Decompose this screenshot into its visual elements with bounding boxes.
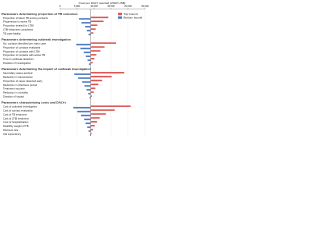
x-tick-label: 10,000	[90, 5, 98, 8]
bar	[90, 75, 112, 78]
y-tick-label: LTBI treatment completion	[3, 28, 34, 32]
bar	[90, 105, 131, 107]
y-tick-label: Disability weight of TB	[3, 124, 29, 128]
chart: Cost per DALY averted (2023 US$) 0 5,000 1…	[2, 1, 149, 137]
y-tick-label: Cost of LTBI treatment	[3, 116, 29, 120]
y-tick-label: Cost of contact evaluation	[3, 109, 33, 113]
bar	[90, 46, 105, 48]
bar	[83, 51, 91, 54]
y-tick-label: Discount rate	[3, 128, 19, 132]
bar	[87, 59, 91, 61]
y-tick-label: TB case fatality	[3, 31, 21, 35]
bar	[88, 33, 91, 36]
bar	[82, 81, 91, 83]
bar	[79, 18, 91, 20]
y-tick-label: Reduction in mortality	[3, 91, 29, 95]
group-title: Parameters characterizing costs and DALY…	[2, 101, 67, 105]
bar	[85, 55, 91, 58]
bar	[77, 110, 91, 113]
bar	[90, 32, 94, 34]
legend-label: Bottom bound	[124, 15, 143, 19]
bar	[90, 50, 101, 52]
bar	[90, 95, 92, 97]
bar	[88, 63, 91, 65]
bar	[85, 25, 91, 28]
bar	[87, 126, 91, 128]
bar	[90, 128, 93, 131]
y-tick-label: Life expectancy	[3, 132, 22, 136]
bar	[84, 118, 91, 121]
legend-label: Top bound	[124, 12, 138, 16]
bar	[90, 121, 98, 123]
bar	[81, 114, 91, 117]
bar	[85, 122, 91, 125]
bar	[90, 20, 104, 23]
y-tick-label: Reduction in transmission	[3, 75, 33, 79]
bar	[81, 22, 91, 24]
bar	[80, 47, 91, 50]
bar	[90, 61, 93, 64]
bar	[73, 106, 91, 109]
bar	[90, 113, 106, 115]
bar	[89, 96, 91, 99]
bar	[90, 109, 115, 111]
bar	[90, 24, 98, 26]
y-tick-label: Duration of impact	[3, 95, 24, 99]
bar	[86, 29, 91, 32]
y-tick-label: Reduction in infectious period	[3, 83, 38, 87]
bar	[89, 134, 91, 136]
bar	[90, 79, 103, 82]
x-tick-label: 0	[59, 5, 61, 8]
y-tick-label: Treatment success	[3, 87, 26, 91]
y-tick-label: Proportion of contacts evaluated	[3, 45, 41, 49]
group-title: Parameters determining proportion of TB …	[2, 12, 78, 16]
y-tick-label: Proportion of cases detected early	[3, 79, 43, 83]
y-tick-label: Proportion of contacts with LTBI	[3, 49, 40, 53]
bar	[76, 43, 91, 46]
bar	[90, 28, 96, 30]
bar	[90, 57, 95, 60]
bar	[86, 89, 91, 91]
y-tick-label: Duration of investigation	[3, 61, 31, 65]
y-tick-label: Time to outbreak detection	[3, 57, 34, 61]
bar	[90, 132, 92, 135]
y-tick-label: No. contacts identified per index case	[3, 42, 47, 46]
y-tick-label: Cost of hospitalization	[3, 120, 29, 124]
y-tick-label: Proportion of contacts with active TB	[3, 53, 45, 57]
bar	[90, 117, 100, 119]
bar	[88, 130, 91, 132]
bar	[90, 124, 95, 127]
bar	[74, 73, 91, 75]
x-tick-label: 20,000	[124, 5, 132, 8]
bar	[90, 71, 125, 74]
bar	[90, 42, 117, 44]
bar	[84, 85, 91, 87]
x-tick-label: 5,000	[74, 5, 81, 8]
bar	[78, 77, 91, 79]
y-tick-label: Progression to active TB	[3, 20, 31, 24]
x-tick-label: 15,000	[107, 5, 115, 8]
y-tick-label: Cost of TB treatment	[3, 112, 27, 116]
x-tick-label: 25,000	[141, 5, 149, 8]
chart-title: Cost per DALY averted (2023 US$)	[79, 1, 126, 5]
bar	[90, 91, 94, 93]
bar	[90, 54, 97, 56]
y-tick-label: Proportion of latent TB among contacts	[3, 16, 49, 20]
bar	[90, 87, 96, 90]
bar	[90, 16, 109, 19]
legend-swatch	[118, 16, 122, 19]
legend-swatch	[118, 12, 122, 16]
bar	[90, 83, 99, 86]
group-title: Parameters determining the impact of out…	[2, 67, 92, 71]
y-tick-label: Secondary cases averted	[3, 71, 33, 75]
y-tick-label: Proportion treated for LTBI	[3, 24, 34, 28]
bar	[88, 92, 91, 95]
group-title: Parameters determining outbreak investig…	[2, 38, 71, 42]
y-tick-label: Cost of outbreak investigation	[3, 105, 38, 109]
